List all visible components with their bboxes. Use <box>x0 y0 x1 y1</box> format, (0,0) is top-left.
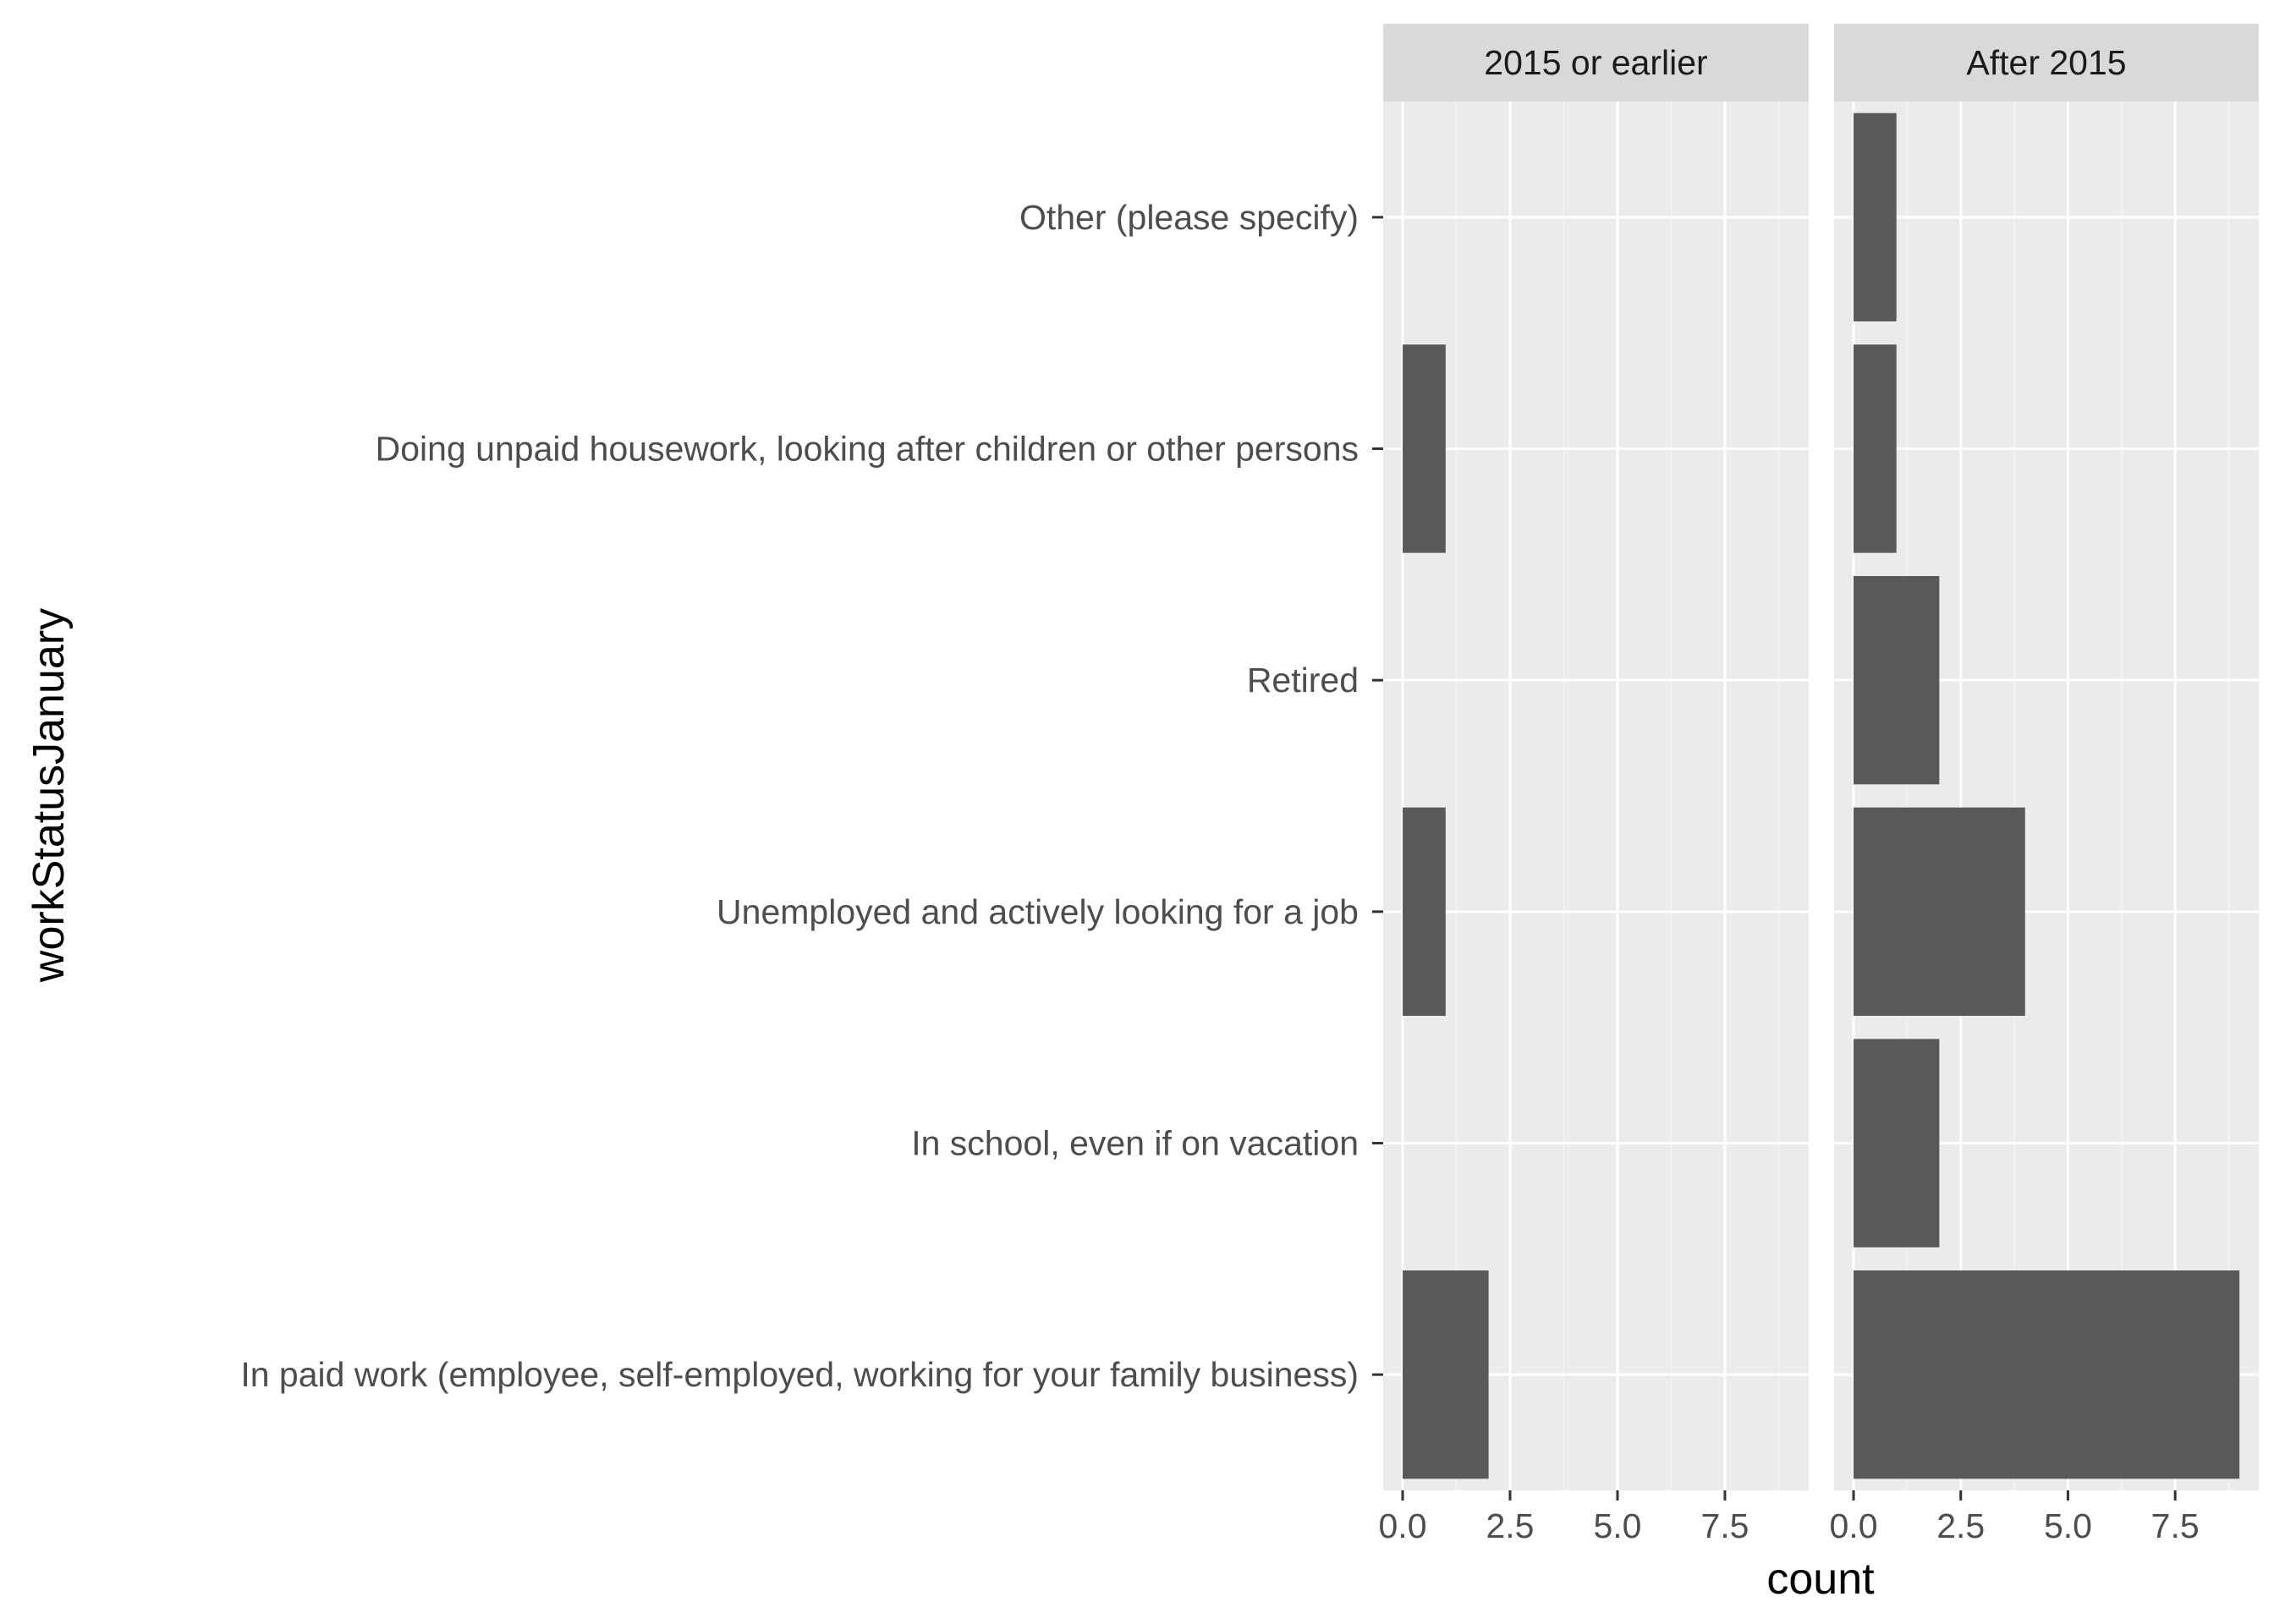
y-tick-label: Retired <box>1247 661 1359 700</box>
bar <box>1403 807 1446 1016</box>
facet-strip-label: After 2015 <box>1966 43 2126 82</box>
bar <box>1403 344 1446 553</box>
bar <box>1854 112 1897 321</box>
panel-background <box>1383 102 1809 1490</box>
x-tick-label: 2.5 <box>1486 1506 1534 1545</box>
facet-panel: 2015 or earlier 0.0 2.5 5.0 7.5 <box>1379 24 1809 1545</box>
bar <box>1854 807 2025 1016</box>
x-tick-label: 5.0 <box>2044 1506 2092 1545</box>
x-tick-label: 7.5 <box>2151 1506 2200 1545</box>
x-tick-label: 2.5 <box>1936 1506 1985 1545</box>
panel-background <box>1834 102 2259 1490</box>
bar <box>1854 576 1940 785</box>
bar <box>1854 344 1897 553</box>
y-tick-label: In school, even if on vacation <box>911 1124 1359 1163</box>
facet-strip <box>1383 24 1809 102</box>
facet-panels: 2015 or earlier 0.0 2.5 5.0 7.5 After 2015 0.0… <box>1379 24 2259 1545</box>
bar <box>1854 1039 1940 1248</box>
y-tick-label: Doing unpaid housework, looking after ch… <box>376 430 1359 469</box>
facet-strip-label: 2015 or earlier <box>1484 43 1707 82</box>
y-axis-tick-labels: Other (please specify) Doing unpaid house… <box>240 198 1383 1394</box>
y-axis-title: workStatusJanuary <box>25 608 74 983</box>
facet-strip <box>1834 24 2259 102</box>
y-tick-label: In paid work (employee, self-employed, w… <box>240 1355 1359 1394</box>
bar <box>1854 1270 2240 1479</box>
y-tick-label: Unemployed and actively looking for a jo… <box>717 892 1359 931</box>
y-tick-label: Other (please specify) <box>1019 198 1359 237</box>
facet-panel: After 2015 0.0 2.5 5.0 7.5 <box>1830 24 2259 1545</box>
bar <box>1403 1270 1489 1479</box>
x-tick-label: 0.0 <box>1379 1506 1427 1545</box>
x-axis-title: count <box>1766 1555 1875 1604</box>
x-tick-label: 7.5 <box>1700 1506 1749 1545</box>
x-tick-label: 5.0 <box>1593 1506 1641 1545</box>
x-tick-label: 0.0 <box>1830 1506 1878 1545</box>
